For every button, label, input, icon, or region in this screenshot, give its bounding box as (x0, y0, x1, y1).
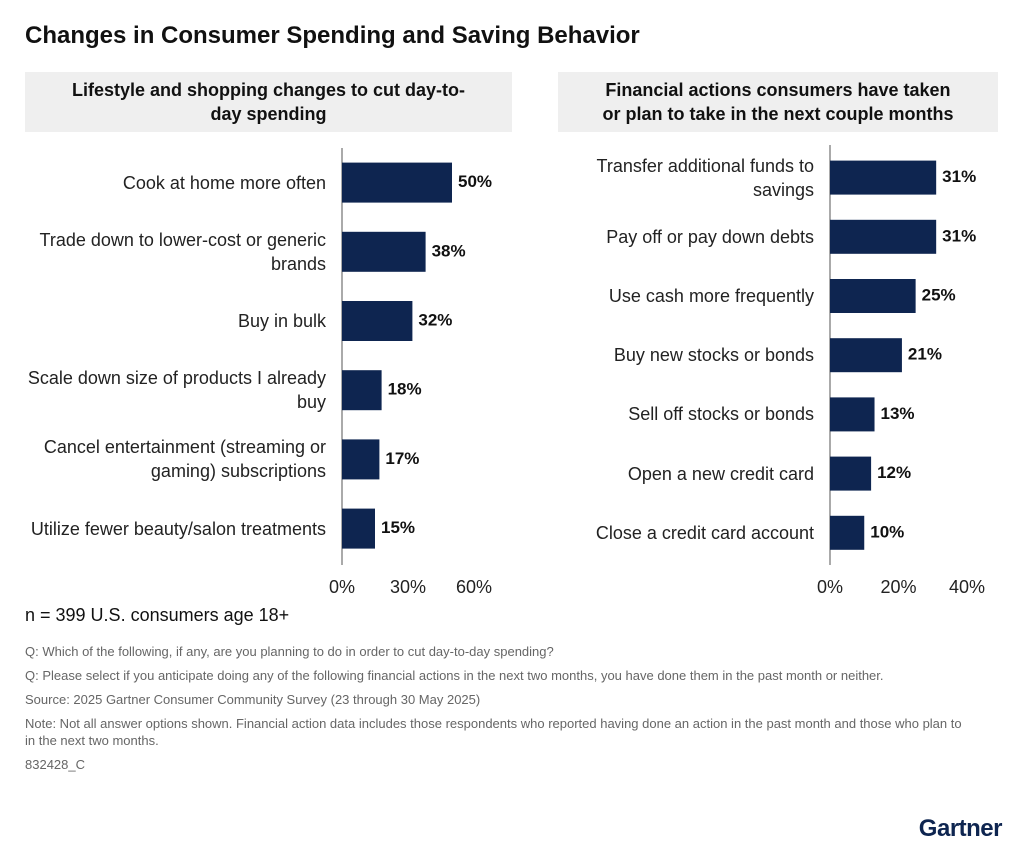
x-tick-label: 40% (949, 577, 985, 597)
value-label: 50% (458, 172, 492, 191)
category-label: Cook at home more often (122, 172, 326, 193)
panel-title: Lifestyle and shopping changes to cut da… (25, 72, 512, 132)
x-tick-label: 0% (817, 577, 843, 597)
category-label: Close a credit card account (595, 522, 814, 543)
bar (830, 456, 872, 491)
value-label: 31% (942, 167, 976, 186)
bar (342, 439, 380, 480)
category-label: Transfer additional funds to savings (596, 155, 814, 200)
x-tick-label: 20% (880, 577, 916, 597)
bar (830, 219, 937, 254)
footnote: Note: Not all answer options shown. Fina… (25, 716, 962, 748)
value-label: 18% (388, 380, 422, 399)
bar (342, 301, 413, 341)
footnote: Q: Which of the following, if any, are y… (25, 644, 554, 659)
value-label: 38% (432, 241, 466, 260)
footnote: 832428_C (25, 757, 85, 772)
bar (830, 279, 916, 313)
bar (342, 508, 375, 549)
category-label: Utilize fewer beauty/salon treatments (30, 518, 326, 539)
value-label: 10% (870, 522, 904, 541)
category-label: Open a new credit card (627, 463, 814, 484)
page-title: Changes in Consumer Spending and Saving … (25, 22, 640, 49)
x-tick-label: 60% (456, 577, 492, 597)
value-label: 25% (922, 285, 956, 304)
category-label: Scale down size of products I already bu… (27, 368, 326, 413)
footnote: Q: Please select if you anticipate doing… (25, 668, 884, 683)
category-label: Buy in bulk (237, 311, 326, 331)
category-label: Sell off stocks or bonds (628, 404, 814, 425)
category-label: Buy new stocks or bonds (613, 345, 814, 366)
footnotes: Q: Which of the following, if any, are y… (25, 643, 975, 780)
footnote: Source: 2025 Gartner Consumer Community … (25, 692, 481, 707)
logo: Gartner (918, 815, 1003, 842)
category-label: Trade down to lower-cost or generic bran… (39, 229, 326, 274)
panel-title: Financial actions consumers have taken o… (558, 72, 998, 132)
value-label: 21% (908, 345, 942, 364)
category-label: Cancel entertainment (streaming or gamin… (43, 437, 326, 482)
bar (830, 515, 865, 550)
x-tick-label: 0% (329, 577, 355, 597)
bar (342, 162, 452, 203)
value-label: 31% (942, 226, 976, 245)
value-label: 12% (877, 463, 911, 482)
x-tick-label: 30% (390, 577, 426, 597)
bar (830, 338, 902, 373)
value-label: 13% (881, 404, 915, 423)
bar (830, 397, 875, 432)
value-label: 15% (381, 518, 415, 537)
sample-note: n = 399 U.S. consumers age 18+ (25, 605, 290, 625)
bar (830, 160, 937, 195)
value-label: 17% (385, 449, 419, 468)
category-label: Pay off or pay down debts (606, 226, 814, 247)
category-label: Use cash more frequently (608, 286, 814, 306)
bar (342, 370, 382, 411)
value-label: 32% (418, 310, 452, 329)
bar (342, 231, 426, 272)
